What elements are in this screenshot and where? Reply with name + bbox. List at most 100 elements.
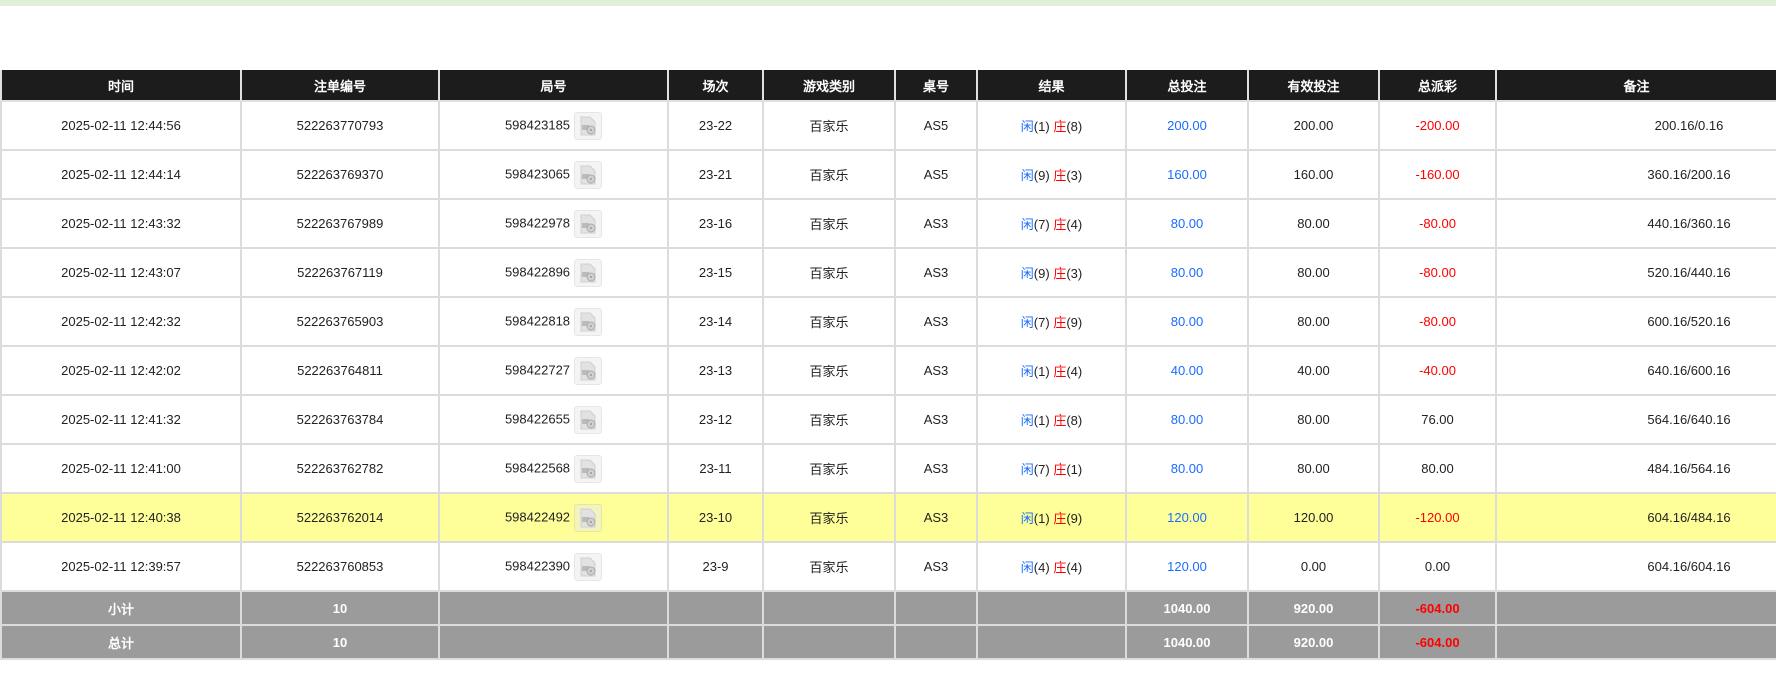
table-row[interactable]: 2025-02-11 12:41:32 522263763784 598422655… xyxy=(0,394,1776,445)
cell-game-type: 百家乐 xyxy=(762,247,896,298)
video-replay-icon[interactable] xyxy=(574,111,603,140)
table-row[interactable]: 2025-02-11 12:44:56 522263770793 598423185… xyxy=(0,100,1776,151)
cell-payout: -40.00 xyxy=(1378,345,1497,396)
empty-cell xyxy=(667,624,764,660)
cell-result: 闲(9) 庄(3) xyxy=(976,149,1127,200)
video-replay-icon[interactable] xyxy=(574,258,603,287)
cell-round: 598422492 xyxy=(438,492,669,543)
banker-score: (8) xyxy=(1066,413,1083,428)
player-label: 闲 xyxy=(1020,315,1034,330)
cell-valid-bet: 120.00 xyxy=(1247,492,1380,543)
video-replay-icon[interactable] xyxy=(574,209,603,238)
header-result: 结果 xyxy=(976,70,1127,102)
cell-table-no: AS3 xyxy=(894,296,978,347)
cell-game-type: 百家乐 xyxy=(762,443,896,494)
table-row[interactable]: 2025-02-11 12:42:32 522263765903 598422818… xyxy=(0,296,1776,347)
table-row[interactable]: 2025-02-11 12:43:07 522263767119 598422896… xyxy=(0,247,1776,298)
subtotal-count: 10 xyxy=(240,590,440,626)
video-replay-icon[interactable] xyxy=(574,503,603,532)
cell-remark: 564.16/640.16 xyxy=(1495,394,1776,445)
cell-total-bet: 160.00 xyxy=(1125,149,1249,200)
player-label: 闲 xyxy=(1020,266,1034,281)
cell-result: 闲(1) 庄(9) xyxy=(976,492,1127,543)
video-replay-icon[interactable] xyxy=(574,356,603,385)
cell-bet-id: 522263769370 xyxy=(240,149,440,200)
header-shoe: 场次 xyxy=(667,70,764,102)
cell-valid-bet: 160.00 xyxy=(1247,149,1380,200)
table-row[interactable]: 2025-02-11 12:43:32 522263767989 598422978… xyxy=(0,198,1776,249)
table-row[interactable]: 2025-02-11 12:44:14 522263769370 598423065… xyxy=(0,149,1776,200)
subtotal-label: 小计 xyxy=(0,590,242,626)
cell-round: 598423065 xyxy=(438,149,669,200)
cell-shoe: 23-16 xyxy=(667,198,764,249)
player-score: (1) xyxy=(1033,413,1050,428)
banker-score: (3) xyxy=(1066,168,1083,183)
total-count: 10 xyxy=(240,624,440,660)
cell-table-no: AS3 xyxy=(894,345,978,396)
cell-payout: -80.00 xyxy=(1378,247,1497,298)
video-replay-icon[interactable] xyxy=(574,160,603,189)
player-label: 闲 xyxy=(1020,511,1034,526)
banker-label: 庄 xyxy=(1053,560,1067,575)
cell-result: 闲(1) 庄(8) xyxy=(976,394,1127,445)
cell-bet-id: 522263767119 xyxy=(240,247,440,298)
header-game-type: 游戏类别 xyxy=(762,70,896,102)
banker-score: (8) xyxy=(1066,119,1083,134)
cell-shoe: 23-9 xyxy=(667,541,764,592)
cell-time: 2025-02-11 12:43:07 xyxy=(0,247,242,298)
table-row[interactable]: 2025-02-11 12:41:00 522263762782 598422568… xyxy=(0,443,1776,494)
player-label: 闲 xyxy=(1020,119,1034,134)
video-replay-icon[interactable] xyxy=(574,307,603,336)
round-number: 598422727 xyxy=(504,361,571,377)
top-bar xyxy=(0,0,1776,6)
round-number: 598422978 xyxy=(504,214,571,230)
cell-remark: 200.16/0.16 xyxy=(1495,100,1776,151)
cell-payout: 0.00 xyxy=(1378,541,1497,592)
video-replay-icon[interactable] xyxy=(574,405,603,434)
cell-valid-bet: 80.00 xyxy=(1247,443,1380,494)
total-label: 总计 xyxy=(0,624,242,660)
table-row[interactable]: 2025-02-11 12:42:02 522263764811 598422727… xyxy=(0,345,1776,396)
video-replay-icon[interactable] xyxy=(574,454,603,483)
cell-bet-id: 522263765903 xyxy=(240,296,440,347)
empty-cell xyxy=(762,590,896,626)
cell-total-bet: 80.00 xyxy=(1125,247,1249,298)
cell-payout: -80.00 xyxy=(1378,198,1497,249)
player-score: (9) xyxy=(1033,266,1050,281)
cell-total-bet: 80.00 xyxy=(1125,296,1249,347)
cell-shoe: 23-22 xyxy=(667,100,764,151)
cell-total-bet: 120.00 xyxy=(1125,492,1249,543)
total-total-bet: 1040.00 xyxy=(1125,624,1249,660)
empty-cell xyxy=(438,590,669,626)
cell-total-bet: 40.00 xyxy=(1125,345,1249,396)
cell-remark: 600.16/520.16 xyxy=(1495,296,1776,347)
cell-result: 闲(7) 庄(4) xyxy=(976,198,1127,249)
cell-remark: 604.16/484.16 xyxy=(1495,492,1776,543)
cell-remark: 360.16/200.16 xyxy=(1495,149,1776,200)
subtotal-valid-bet: 920.00 xyxy=(1247,590,1380,626)
header-payout: 总派彩 xyxy=(1378,70,1497,102)
banker-score: (4) xyxy=(1066,560,1083,575)
header-total-bet: 总投注 xyxy=(1125,70,1249,102)
cell-round: 598422978 xyxy=(438,198,669,249)
cell-round: 598422568 xyxy=(438,443,669,494)
table-row[interactable]: 2025-02-11 12:40:38 522263762014 598422492… xyxy=(0,492,1776,543)
cell-result: 闲(4) 庄(4) xyxy=(976,541,1127,592)
table-row[interactable]: 2025-02-11 12:39:57 522263760853 598422390… xyxy=(0,541,1776,592)
cell-remark: 484.16/564.16 xyxy=(1495,443,1776,494)
cell-payout: -80.00 xyxy=(1378,296,1497,347)
total-valid-bet: 920.00 xyxy=(1247,624,1380,660)
cell-game-type: 百家乐 xyxy=(762,198,896,249)
cell-valid-bet: 0.00 xyxy=(1247,541,1380,592)
cell-shoe: 23-15 xyxy=(667,247,764,298)
video-replay-icon[interactable] xyxy=(574,552,603,581)
cell-valid-bet: 80.00 xyxy=(1247,296,1380,347)
round-number: 598423065 xyxy=(504,165,571,181)
cell-result: 闲(9) 庄(3) xyxy=(976,247,1127,298)
cell-time: 2025-02-11 12:42:02 xyxy=(0,345,242,396)
banker-score: (4) xyxy=(1066,364,1083,379)
cell-shoe: 23-21 xyxy=(667,149,764,200)
header-valid-bet: 有效投注 xyxy=(1247,70,1380,102)
cell-table-no: AS5 xyxy=(894,100,978,151)
empty-cell xyxy=(1495,590,1776,626)
